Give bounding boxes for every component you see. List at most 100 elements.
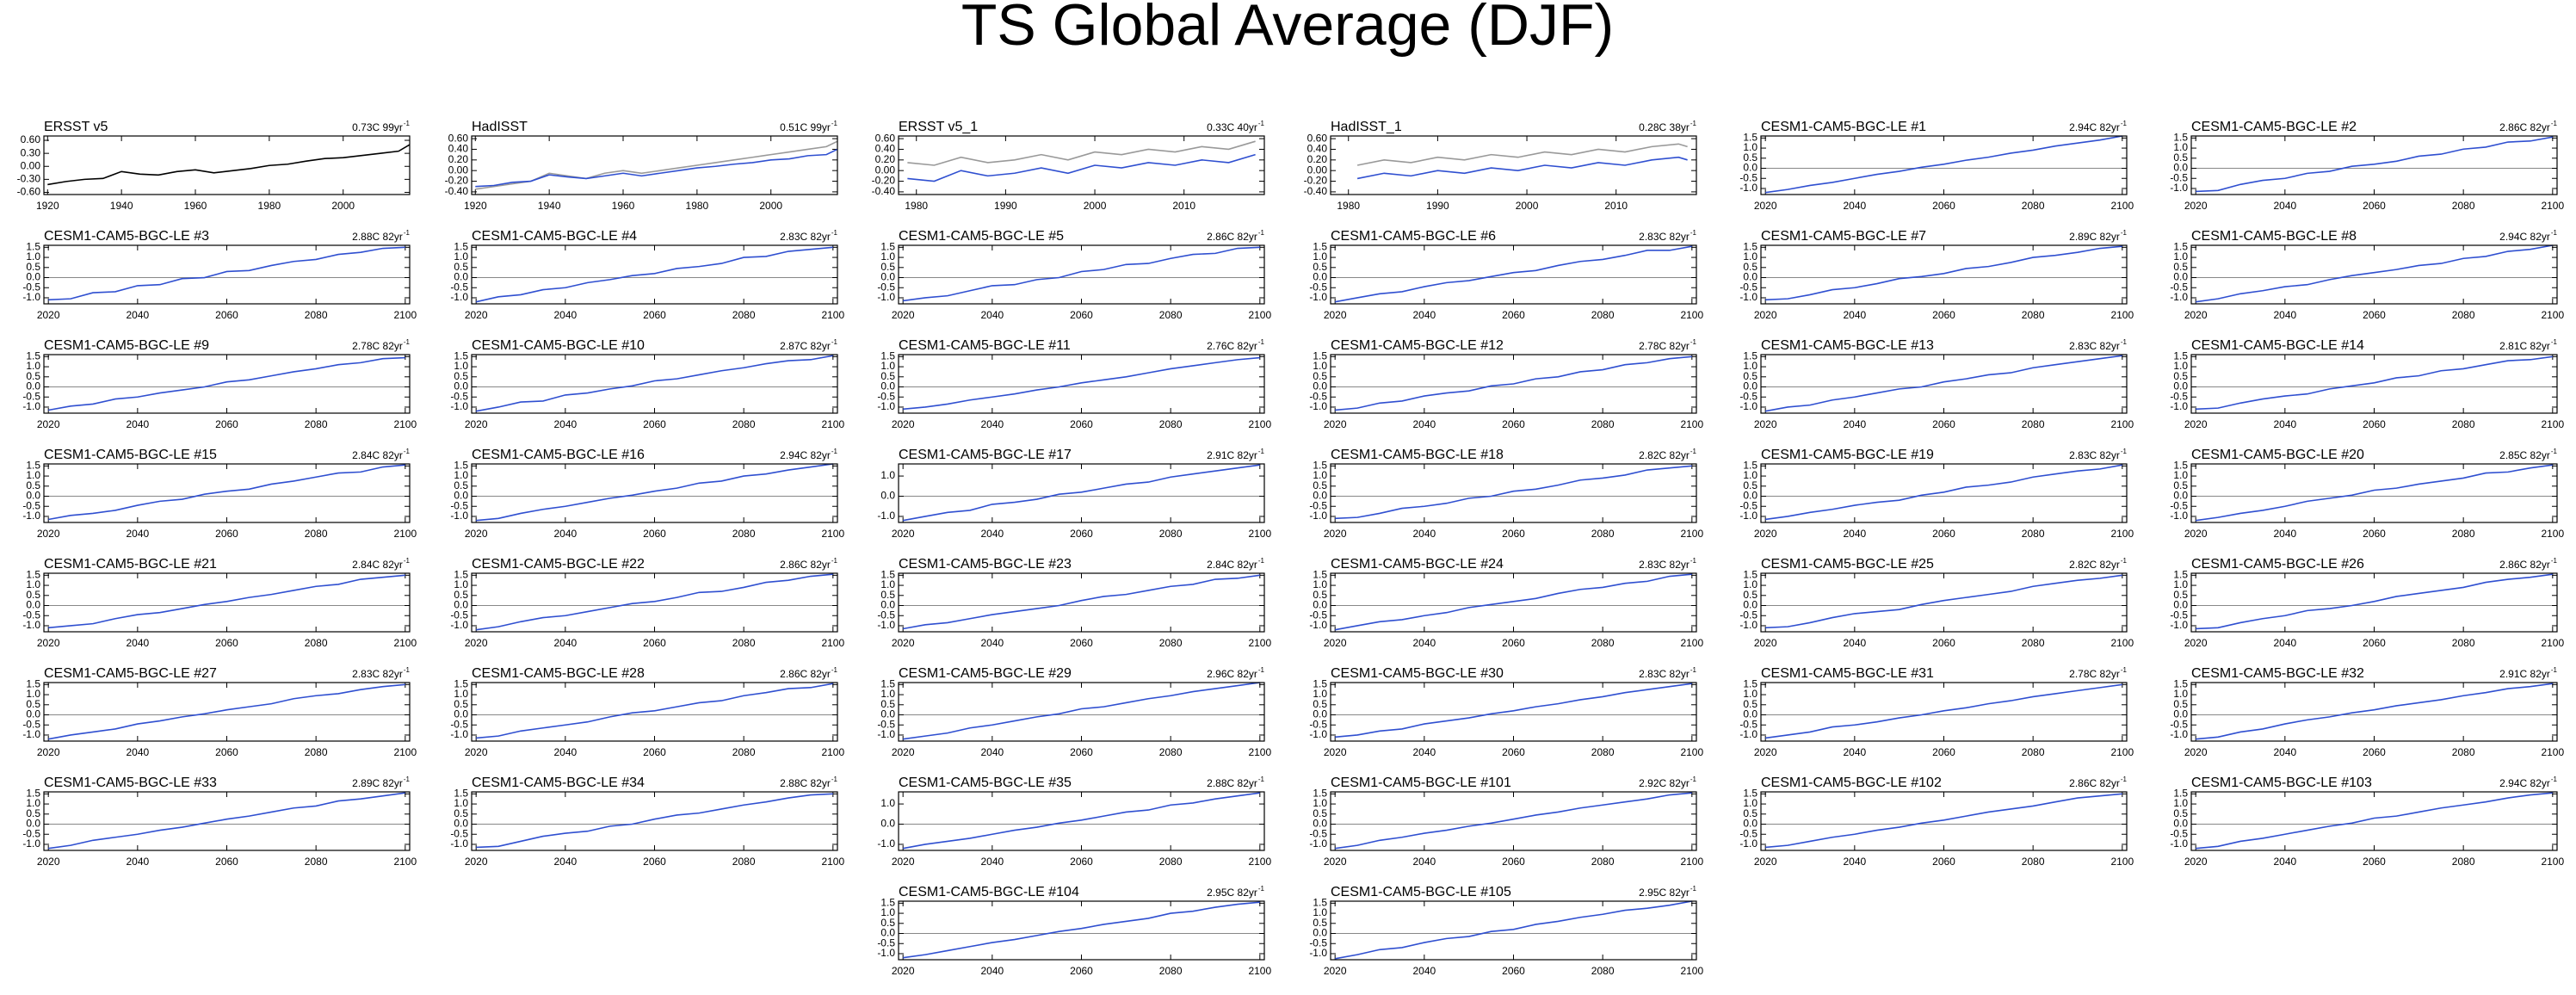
annotation-exponent: -1 [831,666,838,674]
panel-title: ERSST v5 [44,120,108,134]
y-tick-label: -1.0 [1739,400,1757,412]
x-tick-label: 2080 [1159,856,1183,868]
x-tick-label: 2040 [1412,965,1436,977]
annotation-exponent: -1 [1258,776,1265,783]
panel-title: CESM1-CAM5-BGC-LE #35 [899,776,1072,790]
annotation-exponent: -1 [2551,120,2558,127]
y-tick-label: 1.0 [1313,688,1327,700]
x-tick-label: 2020 [37,746,60,758]
y-tick-label: 0.5 [2173,151,2188,164]
y-tick-label: 1.5 [454,678,468,690]
series-line [1335,465,1692,520]
x-tick-label: 2020 [465,746,488,758]
x-tick-label: 2100 [821,418,844,430]
y-tick-label: 0.0 [454,271,468,283]
x-tick-label: 2100 [2110,418,2134,430]
x-tick-label: 2100 [2110,200,2134,212]
annotation: 2.91C 82yr [1207,449,1257,461]
y-tick-label: 1.0 [880,360,895,372]
y-tick-label: 1.0 [1313,797,1327,809]
y-tick-label: 0.5 [454,807,468,819]
x-tick-label: 2100 [1248,418,1271,430]
annotation: 2.84C 82yr [352,559,403,571]
y-tick-label: -0.20 [445,175,469,187]
panel: CESM1-CAM5-BGC-LE #20 -12.85C 82yr1.51.00… [2170,448,2564,540]
y-tick-label: 0.0 [1743,818,1757,830]
x-tick-label: 2080 [305,637,328,649]
y-tick-label: -1.0 [22,837,40,850]
panel: CESM1-CAM5-BGC-LE #33 -12.89C 82yr1.51.00… [22,776,417,868]
y-tick-label: 0.0 [2173,271,2188,283]
annotation-exponent: -1 [831,229,838,237]
panel: CESM1-CAM5-BGC-LE #4 -12.83C 82yr1.51.00.… [450,229,844,321]
y-tick-label: 0.5 [1313,917,1327,929]
y-tick-label: 0.0 [1743,599,1757,611]
plot-frame [1330,682,1697,742]
x-tick-label: 2100 [1680,528,1703,540]
plot-frame [1760,463,2128,523]
y-tick-label: 1.0 [1743,797,1757,809]
x-tick-label: 2100 [393,856,417,868]
x-tick-label: 2040 [1412,856,1436,868]
panel-title: CESM1-CAM5-BGC-LE #34 [472,776,645,790]
series-line [476,246,833,303]
x-tick-label: 2020 [2184,856,2208,868]
y-tick-label: 0.5 [1743,589,1757,601]
x-tick-label: 1920 [36,200,59,212]
x-tick-label: 2040 [1843,528,1866,540]
x-tick-label: 2100 [1248,965,1271,977]
panel: ERSST v5_1 -10.33C 40yr0.600.400.200.00-0… [872,120,1265,212]
series-line [2196,464,2553,522]
x-tick-label: 2060 [1502,309,1525,321]
x-tick-label: 2040 [1843,856,1866,868]
y-tick-label: 1.0 [880,469,895,481]
x-tick-label: 2080 [1159,637,1183,649]
x-tick-label: 2080 [2452,746,2475,758]
annotation: 2.92C 82yr [1639,777,1690,789]
x-tick-label: 2060 [1932,856,1955,868]
y-tick-label: -1.0 [1739,182,1757,194]
y-tick-label: 1.0 [454,578,468,590]
x-tick-label: 2100 [2541,637,2564,649]
y-tick-label: 1.0 [1313,360,1327,372]
x-tick-label: 2020 [1754,418,1777,430]
x-tick-label: 2080 [1159,528,1183,540]
y-tick-label: 1.5 [1313,788,1327,800]
x-tick-label: 2080 [2452,309,2475,321]
annotation: 2.96C 82yr [1207,668,1257,680]
annotation-exponent: -1 [2551,776,2558,783]
y-tick-label: 0.5 [1313,807,1327,819]
x-tick-label: 2080 [2452,418,2475,430]
x-tick-label: 2080 [2452,637,2475,649]
panel-title: CESM1-CAM5-BGC-LE #24 [1331,557,1504,572]
y-tick-label: 0.5 [2173,261,2188,273]
x-tick-label: 2000 [331,200,355,212]
y-tick-label: -0.5 [1309,827,1327,839]
y-tick-label: 0.0 [880,490,895,502]
annotation-exponent: -1 [1258,120,1265,127]
y-tick-label: 1.5 [2173,132,2188,144]
x-tick-label: 2040 [980,418,1004,430]
y-tick-label: 1.0 [2173,578,2188,590]
y-tick-label: 1.0 [454,797,468,809]
y-tick-label: 1.5 [26,569,40,581]
y-tick-label: 0.0 [1743,490,1757,502]
y-tick-label: -0.40 [445,185,469,197]
x-tick-label: 1940 [110,200,133,212]
x-tick-label: 2080 [732,746,756,758]
annotation-exponent: -1 [1690,776,1697,783]
x-tick-label: 2100 [2110,309,2134,321]
panel: CESM1-CAM5-BGC-LE #105 -12.95C 82yr 1.51.0… [1309,885,1703,977]
x-tick-label: 2060 [215,856,238,868]
panel-title: CESM1-CAM5-BGC-LE #5 [899,229,1064,244]
panel: CESM1-CAM5-BGC-LE #31 -12.78C 82yr1.51.00… [1739,666,2134,758]
panel-title: CESM1-CAM5-BGC-LE #103 [2191,776,2372,790]
x-tick-label: 2060 [1070,418,1093,430]
y-tick-label: -0.5 [1739,827,1757,839]
x-tick-label: 2040 [1843,746,1866,758]
y-tick-label: -1.0 [22,728,40,740]
x-tick-label: 2060 [2363,637,2386,649]
y-tick-label: 1.0 [1743,688,1757,700]
y-tick-label: 1.0 [1313,906,1327,918]
x-tick-label: 2100 [1248,746,1271,758]
